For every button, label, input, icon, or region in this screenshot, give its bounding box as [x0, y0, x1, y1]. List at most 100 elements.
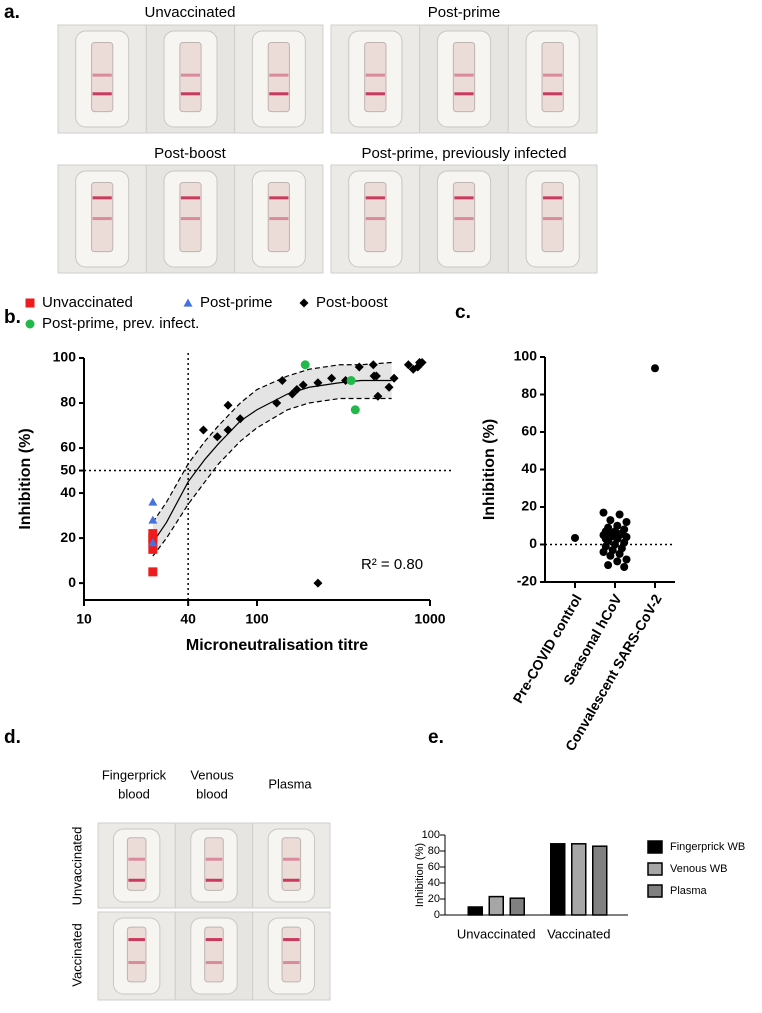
- legend-label: Post-boost: [316, 294, 389, 311]
- test-line: [128, 961, 145, 965]
- legend-label: Post-prime: [200, 294, 273, 311]
- point: [313, 378, 323, 388]
- point: [198, 425, 208, 435]
- y-axis-label: Inhibition (%): [481, 419, 498, 520]
- test-line: [92, 92, 112, 96]
- point: [606, 551, 615, 560]
- test-line: [180, 92, 201, 96]
- legend-swatch: [647, 884, 663, 898]
- point: [148, 515, 158, 524]
- point: [371, 371, 381, 381]
- point: [300, 360, 310, 370]
- y-tick-label: 40: [428, 877, 440, 889]
- point: [272, 398, 282, 408]
- point: [622, 555, 631, 564]
- point: [622, 518, 631, 526]
- point: [235, 414, 245, 424]
- test-line: [283, 857, 300, 861]
- test-line: [269, 73, 289, 77]
- legend-label: Venous WB: [670, 863, 727, 875]
- point: [212, 432, 222, 442]
- photo-title: Post-boost: [154, 145, 227, 162]
- legend-label: Fingerprick WB: [670, 841, 745, 853]
- x-tick-label: 1000: [414, 611, 445, 627]
- point: [287, 389, 297, 399]
- point: [292, 385, 302, 395]
- photo-title: Unvaccinated: [145, 4, 236, 21]
- test-line: [283, 938, 300, 942]
- test-line: [205, 878, 223, 882]
- test-line: [365, 196, 385, 200]
- test-line: [128, 878, 145, 882]
- column-label: Venous: [190, 767, 234, 782]
- legend-marker: [25, 298, 35, 308]
- panel-label: c.: [455, 302, 471, 323]
- point: [327, 373, 337, 383]
- test-window: [281, 926, 302, 983]
- column-label: blood: [196, 786, 228, 801]
- confidence-line: [152, 397, 392, 557]
- x-tick-label: Vaccinated: [547, 926, 610, 941]
- test-line: [543, 217, 563, 221]
- point: [403, 360, 413, 370]
- point: [571, 533, 579, 542]
- column-label: blood: [118, 786, 150, 801]
- point: [277, 376, 287, 386]
- test-line: [283, 878, 300, 882]
- point: [148, 538, 158, 547]
- point: [620, 563, 629, 571]
- y-tick-label: 60: [60, 439, 76, 455]
- y-axis-label: Inhibition (%): [414, 843, 426, 907]
- row-label: Vaccinated: [69, 923, 84, 986]
- panel-label: e.: [428, 727, 444, 748]
- test-window: [179, 42, 202, 113]
- y-tick-label: 50: [60, 461, 76, 477]
- bar: [467, 906, 483, 916]
- bar: [550, 843, 566, 916]
- y-tick-label: 0: [529, 535, 537, 551]
- point: [651, 364, 659, 373]
- y-tick-label: 20: [428, 893, 440, 905]
- bar: [592, 845, 608, 916]
- x-tick-label: 40: [180, 611, 196, 627]
- test-line: [454, 196, 474, 200]
- point: [354, 362, 364, 372]
- test-line: [92, 196, 112, 200]
- panel-label: a.: [4, 2, 20, 23]
- point: [373, 391, 383, 401]
- test-window: [452, 42, 476, 113]
- test-line: [365, 73, 385, 77]
- test-window: [204, 837, 224, 891]
- y-axis-label: Inhibition (%): [17, 428, 34, 529]
- test-window: [541, 42, 564, 113]
- y-tick-label: 100: [514, 348, 538, 364]
- test-line: [205, 938, 223, 942]
- test-line: [128, 857, 145, 861]
- point: [599, 508, 608, 517]
- y-tick-label: 100: [53, 349, 77, 365]
- point: [148, 544, 158, 554]
- legend-marker: [299, 298, 309, 308]
- point: [613, 557, 622, 566]
- x-tick-label: 10: [76, 611, 92, 627]
- legend-label: Plasma: [670, 885, 708, 897]
- test-line: [92, 217, 112, 221]
- test-window: [267, 42, 290, 113]
- test-line: [543, 92, 563, 96]
- point: [615, 549, 624, 558]
- test-line: [92, 73, 112, 77]
- y-tick-label: -20: [517, 573, 537, 589]
- y-tick-label: 60: [428, 861, 440, 873]
- point: [611, 531, 619, 540]
- test-window: [281, 837, 302, 891]
- bar: [571, 843, 587, 916]
- test-line: [180, 73, 201, 77]
- test-line: [543, 73, 563, 77]
- legend-marker: [183, 298, 193, 307]
- point: [313, 578, 323, 588]
- photo-title: Post-prime, previously infected: [361, 145, 566, 162]
- point: [223, 400, 233, 410]
- y-tick-label: 80: [428, 845, 440, 857]
- photo-title: Post-prime: [428, 4, 501, 21]
